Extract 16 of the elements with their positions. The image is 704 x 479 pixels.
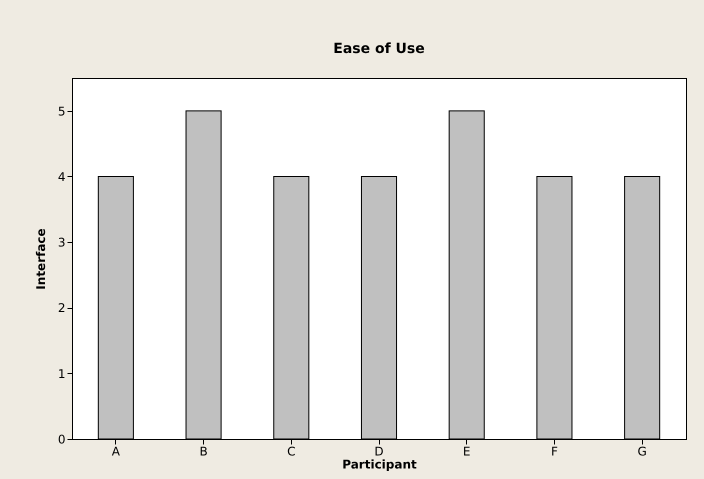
x-tick-label: D	[374, 444, 384, 458]
x-axis-title: Participant	[342, 458, 418, 472]
x-tick-label: A	[112, 444, 121, 458]
x-tick-label: C	[287, 444, 296, 458]
x-tick-label: G	[637, 444, 647, 458]
y-axis-title: Interface	[34, 228, 48, 290]
x-tick-label: E	[462, 444, 471, 458]
y-tick-label: 0	[58, 432, 66, 446]
chart-title: Ease of Use	[333, 41, 425, 57]
x-tick-label: F	[550, 444, 558, 458]
y-tick-label: 4	[58, 170, 66, 184]
y-tick-label: 1	[58, 366, 66, 381]
y-tick-label: 3	[58, 236, 66, 250]
y-tick-label: 2	[58, 301, 66, 316]
x-tick-label: B	[199, 444, 208, 458]
y-tick-label: 5	[58, 104, 66, 118]
